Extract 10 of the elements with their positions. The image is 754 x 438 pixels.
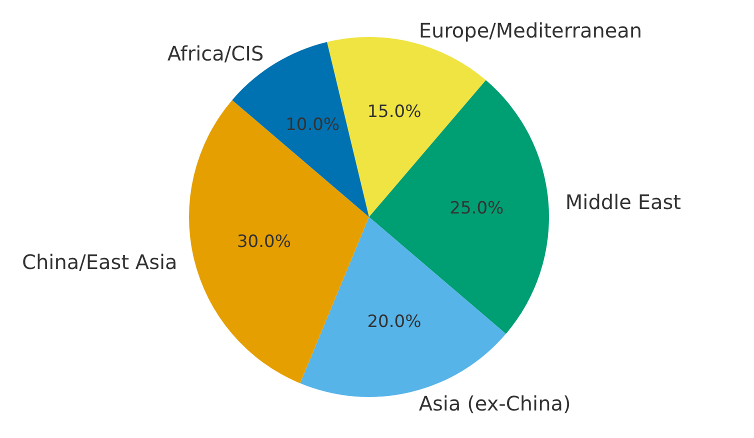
slice-label: China/East Asia [22,250,178,274]
data-label: 25.0% [450,198,504,219]
data-label: 20.0% [367,312,422,332]
data-label: 10.0% [286,114,340,135]
data-label: 15.0% [367,102,422,122]
slice-label: Middle East [565,190,682,214]
data-label: 30.0% [236,232,291,252]
slice-label: Europe/Mediterranean [418,18,642,42]
slice-label: Africa/CIS [167,41,264,66]
slice-label: Asia (ex-China) [418,392,571,416]
